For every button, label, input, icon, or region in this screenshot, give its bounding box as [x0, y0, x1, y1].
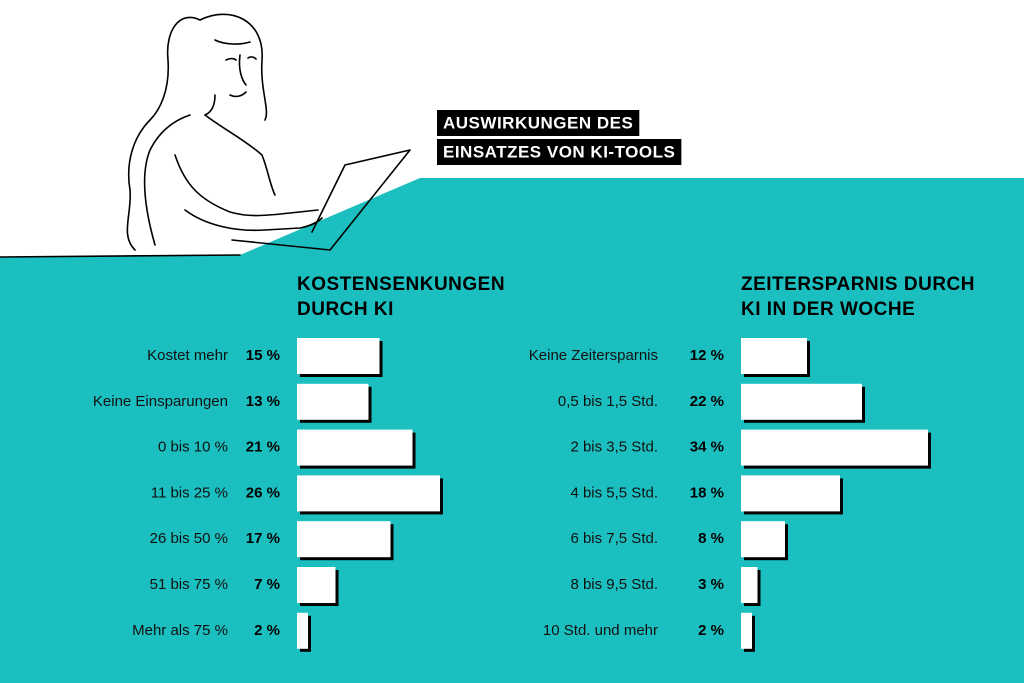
chart-title: ZEITERSPARNIS DURCH — [741, 274, 975, 295]
category-label: 51 bis 75 % — [150, 576, 228, 593]
category-label: 6 bis 7,5 Std. — [570, 530, 658, 547]
category-label: Keine Einsparungen — [93, 393, 228, 410]
chart-title: KOSTENSENKUNGEN — [297, 274, 505, 295]
bar — [297, 383, 369, 420]
value-label: 17 % — [246, 530, 280, 547]
bar — [741, 383, 862, 420]
category-label: 0,5 bis 1,5 Std. — [558, 393, 658, 410]
value-label: 3 % — [698, 576, 724, 593]
chart-title: KI IN DER WOCHE — [741, 299, 915, 320]
category-label: 2 bis 3,5 Std. — [570, 439, 658, 456]
category-label: 8 bis 9,5 Std. — [570, 576, 658, 593]
category-label: 10 Std. und mehr — [543, 622, 658, 639]
category-label: 26 bis 50 % — [150, 530, 228, 547]
bar — [297, 475, 440, 512]
bar — [297, 429, 413, 466]
bar — [297, 338, 380, 374]
title-box — [437, 110, 640, 136]
bar — [297, 612, 308, 649]
chart-title: DURCH KI — [297, 299, 394, 320]
value-label: 7 % — [254, 576, 280, 593]
bar — [741, 338, 807, 374]
page-title: AUSWIRKUNGEN DES — [443, 113, 633, 132]
value-label: 21 % — [246, 439, 280, 456]
value-label: 2 % — [254, 622, 280, 639]
category-label: 0 bis 10 % — [158, 439, 228, 456]
value-label: 2 % — [698, 622, 724, 639]
bar — [741, 612, 752, 649]
value-label: 12 % — [690, 347, 724, 364]
value-label: 13 % — [246, 393, 280, 410]
bar — [297, 521, 391, 558]
value-label: 34 % — [690, 439, 724, 456]
bar — [741, 429, 928, 466]
page-title: EINSATZES VON KI-TOOLS — [443, 142, 675, 161]
value-label: 8 % — [698, 530, 724, 547]
value-label: 18 % — [690, 484, 724, 501]
illustration — [0, 13, 411, 258]
header: AUSWIRKUNGEN DES EINSATZES VON KI-TOOLS — [437, 110, 682, 165]
bar — [741, 521, 785, 558]
category-label: 4 bis 5,5 Std. — [570, 484, 658, 501]
value-label: 26 % — [246, 484, 280, 501]
title-box — [437, 139, 682, 165]
bar — [741, 567, 758, 603]
category-label: Keine Zeitersparnis — [529, 347, 658, 364]
category-label: 11 bis 25 % — [151, 484, 228, 501]
bar — [741, 475, 840, 512]
category-label: Kostet mehr — [147, 347, 228, 364]
value-label: 15 % — [246, 347, 280, 364]
bar — [297, 567, 336, 603]
value-label: 22 % — [690, 393, 724, 410]
category-label: Mehr als 75 % — [132, 622, 228, 639]
